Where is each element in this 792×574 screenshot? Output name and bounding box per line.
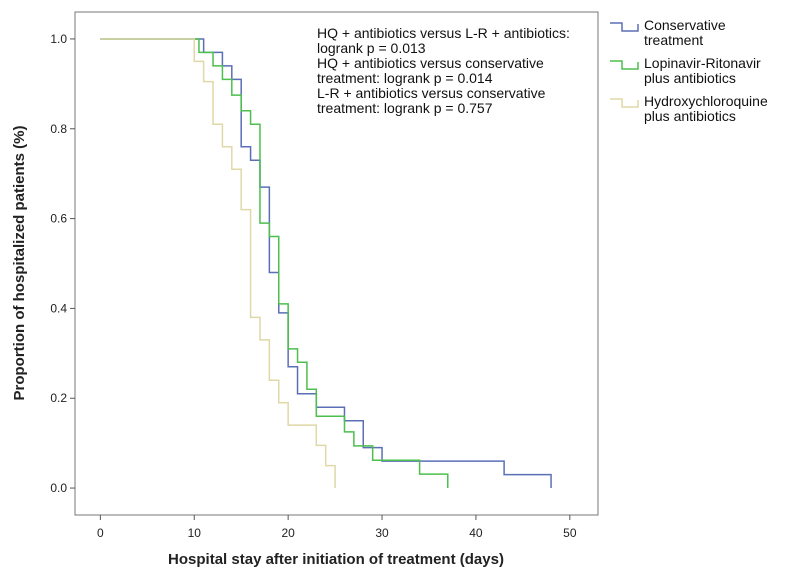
legend-entry: Conservative treatment: [608, 18, 792, 48]
x-axis-label: Hospital stay after initiation of treatm…: [168, 551, 504, 568]
legend-entry: Hydroxychloroquine plus antibiotics: [608, 94, 792, 124]
legend-line: [610, 98, 639, 108]
annotation: HQ + antibiotics versus L-R + antibiotic…: [317, 25, 570, 56]
y-tick-label: 0.6: [50, 212, 67, 226]
annotation: HQ + antibiotics versus conservative tre…: [317, 55, 544, 86]
x-tick-label: 30: [375, 526, 389, 540]
survival-curve: [100, 38, 449, 489]
survival-curve: [100, 38, 336, 489]
x-tick-label: 0: [97, 526, 104, 540]
legend-label: Conservative treatment: [644, 17, 726, 48]
x-tick-label: 50: [563, 526, 577, 540]
legend-swatch: [610, 98, 639, 108]
y-tick-label: 0.2: [50, 391, 67, 405]
legend-label: Hydroxychloroquine plus antibiotics: [644, 93, 768, 124]
x-tick-label: 20: [281, 526, 295, 540]
survival-curve: [100, 38, 552, 489]
x-tick-label: 40: [469, 526, 483, 540]
legend-entry: Lopinavir-Ritonavir plus antibiotics: [608, 56, 792, 86]
y-tick-label: 0.8: [50, 122, 67, 136]
y-tick-label: 1.0: [50, 32, 67, 46]
legend-line: [610, 22, 639, 32]
legend-label: Lopinavir-Ritonavir plus antibiotics: [644, 55, 761, 86]
legend-line: [610, 60, 639, 70]
y-tick-label: 0.4: [50, 301, 67, 315]
legend-swatch: [610, 60, 639, 70]
annotation: L-R + antibiotics versus conservative tr…: [317, 85, 546, 116]
y-axis-label: Proportion of hospitalized patients (%): [11, 126, 28, 401]
legend: Conservative treatment Lopinavir-Ritonavi…: [608, 18, 792, 132]
annotations: HQ + antibiotics versus L-R + antibiotic…: [317, 26, 597, 116]
x-tick-label: 10: [188, 526, 202, 540]
legend-swatch: [610, 22, 639, 32]
plot-frame: [74, 11, 599, 516]
y-tick-label: 0.0: [50, 481, 67, 495]
